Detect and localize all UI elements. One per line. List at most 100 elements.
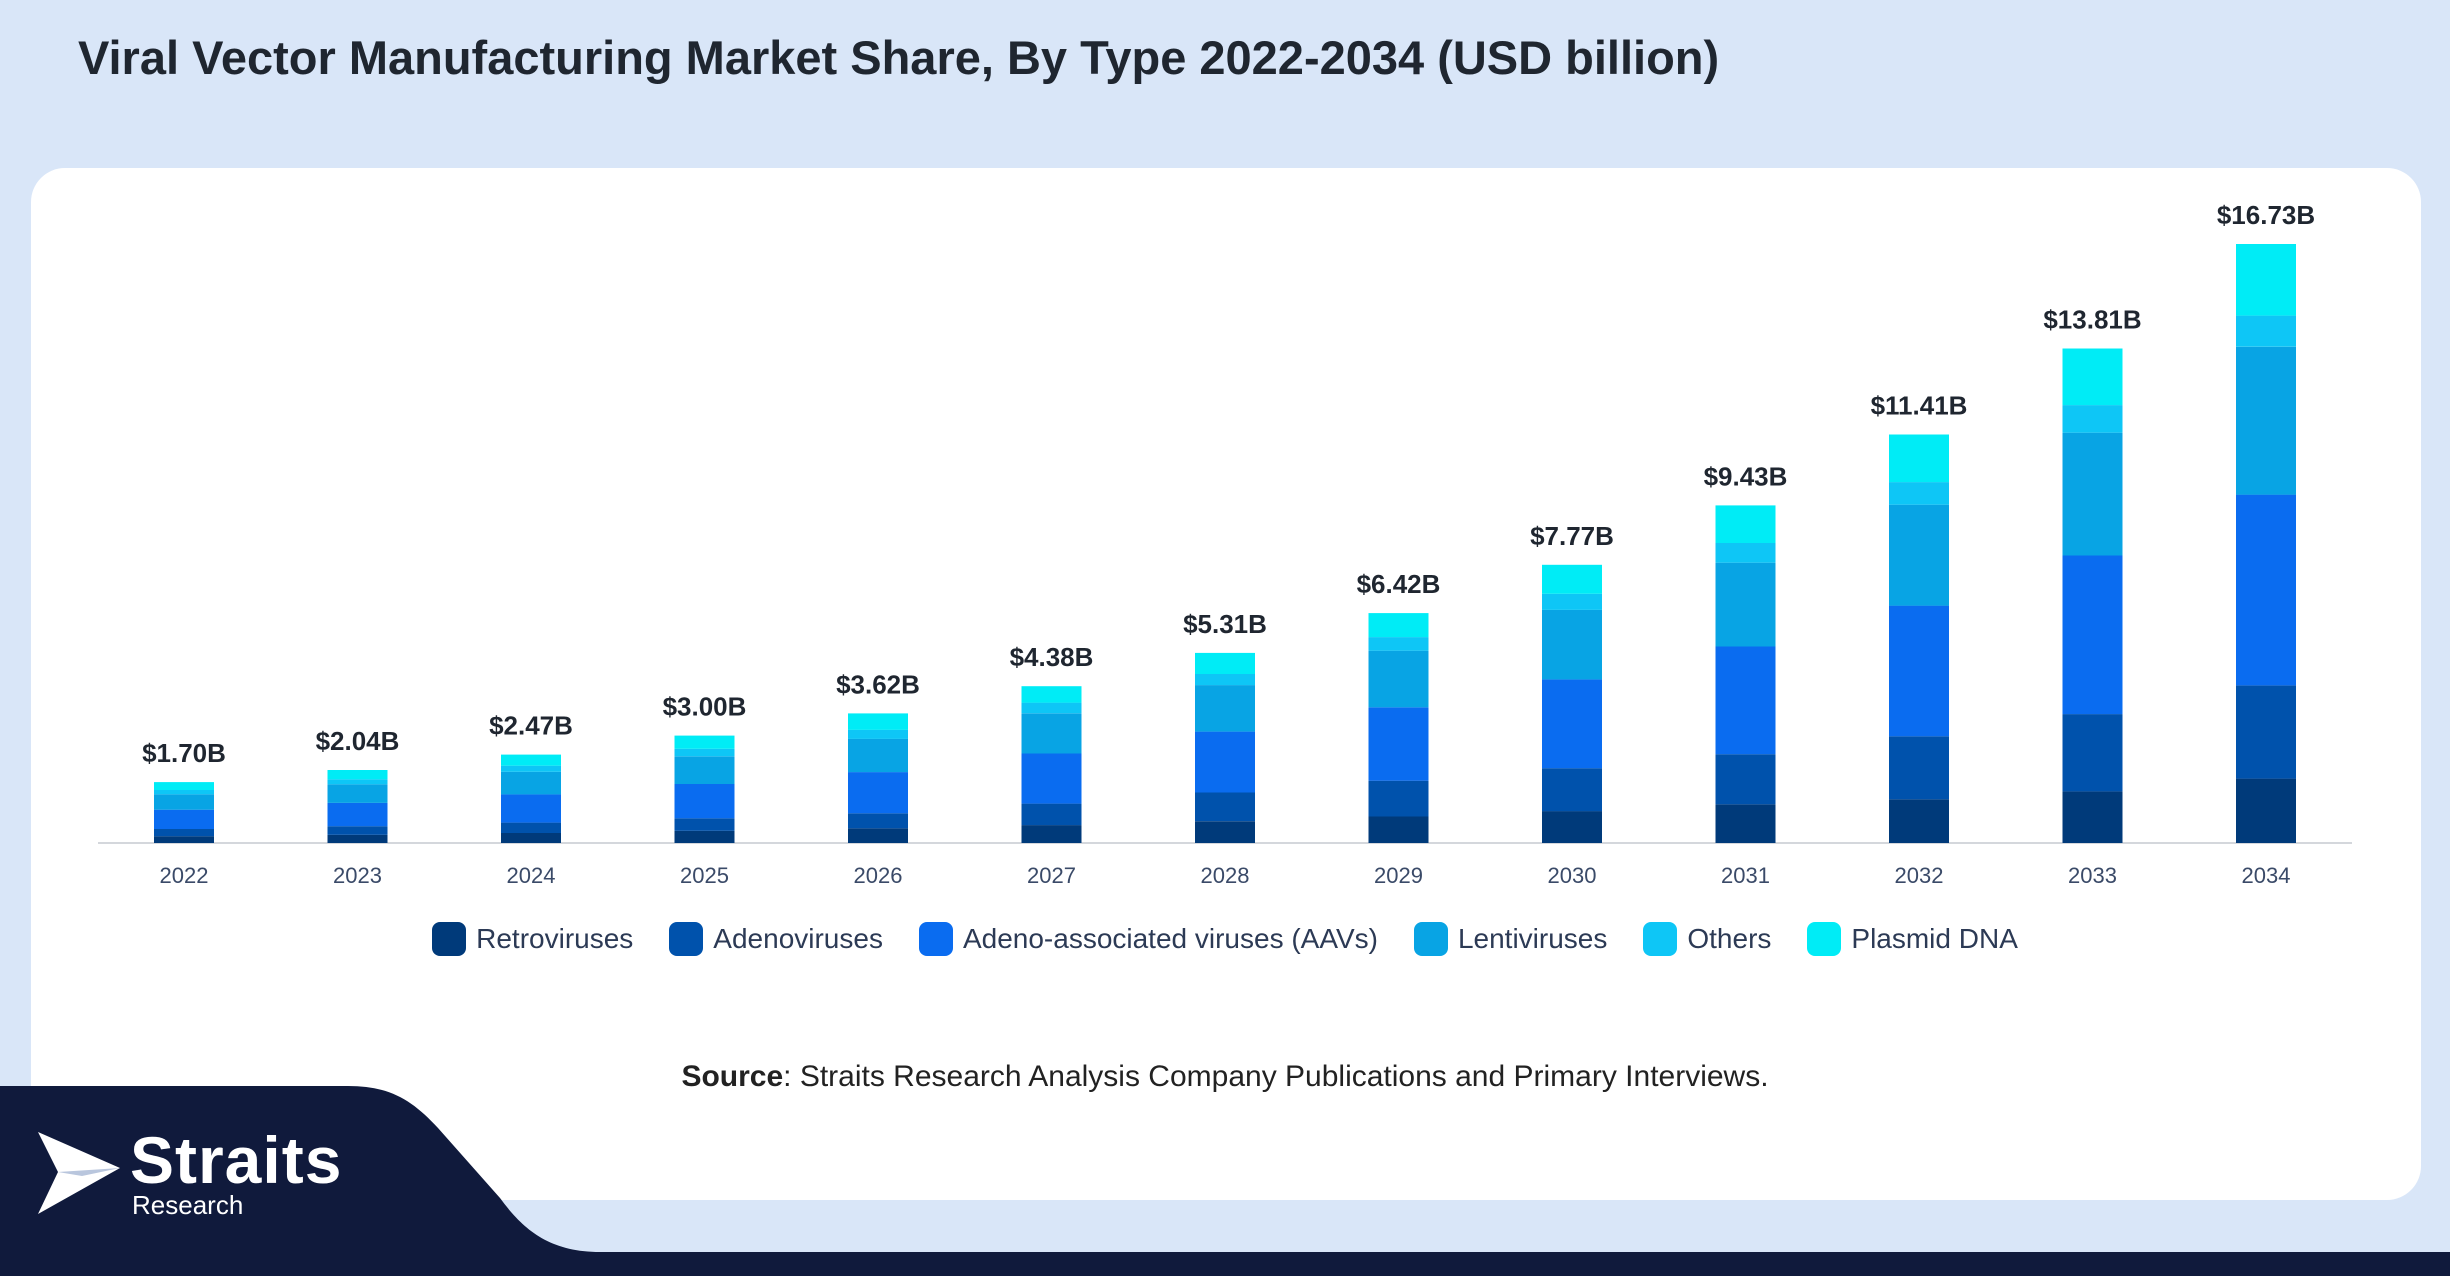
legend-label: Retroviruses (476, 923, 634, 954)
legend-swatch (918, 922, 953, 956)
logo-arrow-icon (38, 1132, 120, 1214)
total-label-2029: $6.42B (1357, 569, 1441, 599)
total-label-2028: $5.31B (1183, 609, 1267, 639)
x-tick-2024: 2024 (507, 863, 556, 888)
x-tick-2032: 2032 (1895, 863, 1944, 888)
bar-segment-2028-3 (1195, 731, 1255, 793)
bar-segment-2026-2 (848, 813, 908, 829)
legend-label: Adeno-associated viruses (AAVs) (962, 923, 1378, 954)
bar-segment-2026-3 (848, 772, 908, 814)
brand-name: Straits (130, 1123, 343, 1197)
total-label-2022: $1.70B (142, 738, 226, 768)
bar-segment-2029-5 (1368, 637, 1429, 651)
legend-label: Plasmid DNA (1851, 923, 2018, 954)
legend-label: Others (1687, 923, 1772, 954)
legend-swatch (669, 922, 704, 956)
bar-segment-2030-5 (1542, 593, 1602, 610)
bar-segment-2025-2 (674, 818, 735, 831)
bar-segment-2032-5 (1889, 482, 1949, 505)
bar-segment-2023-2 (327, 826, 388, 835)
source-text: : Straits Research Analysis Company Publ… (783, 1060, 1769, 1093)
legend-item-3: Adeno-associated viruses (AAVs) (918, 922, 1378, 956)
bar-segment-2027-3 (1021, 753, 1082, 804)
total-label-2025: $3.00B (663, 692, 747, 722)
source-note: Source: Straits Research Analysis Compan… (0, 1060, 2450, 1094)
bar-segment-2022-4 (154, 794, 214, 810)
bar-segment-2022-3 (154, 809, 214, 829)
bar-segment-2033-6 (2062, 348, 2123, 406)
bar-segment-2033-3 (2062, 555, 2123, 715)
bar-segment-2030-2 (1542, 768, 1602, 812)
total-label-2023: $2.04B (316, 726, 400, 756)
bar-segment-2026-1 (848, 828, 908, 843)
brand-logo: Straits Research (36, 1123, 341, 1223)
total-label-2031: $9.43B (1704, 461, 1788, 491)
bar-segment-2031-1 (1715, 804, 1776, 843)
x-tick-2025: 2025 (680, 863, 729, 888)
x-tick-2023: 2023 (333, 863, 382, 888)
bar-segment-2032-4 (1889, 504, 1949, 606)
bar-segment-2031-3 (1715, 646, 1776, 755)
total-label-2032: $11.41B (1871, 390, 1968, 420)
legend-label: Adenoviruses (713, 923, 883, 954)
bar-segment-2034-2 (2236, 685, 2296, 779)
bar-segment-2029-6 (1368, 613, 1429, 638)
total-label-2024: $2.47B (489, 711, 573, 741)
bar-segment-2032-6 (1889, 434, 1949, 483)
bar-segment-2033-4 (2062, 432, 2123, 556)
bar-segment-2024-1 (501, 833, 561, 843)
legend-item-4: Lentiviruses (1413, 922, 1608, 956)
bar-segment-2023-3 (327, 802, 388, 827)
bar-segment-2022-2 (154, 829, 214, 837)
x-tick-2026: 2026 (854, 863, 903, 888)
bar-segment-2034-5 (2236, 315, 2296, 347)
x-tick-2034: 2034 (2242, 863, 2291, 888)
legend-item-1: Retroviruses (432, 922, 633, 956)
total-label-2026: $3.62B (836, 669, 920, 699)
x-tick-2030: 2030 (1548, 863, 1597, 888)
bar-segment-2028-1 (1195, 821, 1255, 843)
bar-segment-2034-4 (2236, 346, 2296, 495)
bar-segment-2022-5 (154, 790, 214, 795)
brand-subtitle: Research (132, 1190, 244, 1220)
bar-segment-2023-5 (327, 779, 388, 785)
bar-segment-2026-6 (848, 713, 908, 730)
bar-segment-2030-6 (1542, 564, 1602, 594)
legend-item-2: Adenoviruses (669, 922, 883, 956)
bar-segment-2029-2 (1368, 780, 1429, 817)
legend-label: Lentiviruses (1457, 923, 1608, 954)
bar-segment-2022-1 (154, 836, 214, 843)
bar-segment-2032-2 (1889, 736, 1949, 800)
total-label-2033: $13.81B (2043, 305, 2141, 335)
labels-group: $1.70B 2022 $2.04B 2023 $2.47B 2024 $3.00B 2025… (142, 200, 2315, 888)
bar-segment-2028-5 (1195, 674, 1255, 686)
legend-swatch (432, 922, 467, 956)
bar-segment-2031-5 (1715, 543, 1776, 563)
bar-segment-2028-6 (1195, 652, 1255, 674)
legend-item-6: Plasmid DNA (1807, 922, 2018, 956)
x-tick-2027: 2027 (1027, 863, 1076, 888)
bars-group (154, 244, 2296, 843)
bar-segment-2025-1 (674, 830, 735, 843)
total-label-2027: $4.38B (1010, 642, 1094, 672)
bar-segment-2023-4 (327, 784, 388, 803)
bar-segment-2034-6 (2236, 244, 2296, 316)
bar-segment-2023-1 (327, 834, 388, 843)
bar-segment-2023-6 (327, 770, 388, 780)
bar-segment-2028-4 (1195, 685, 1255, 732)
source-label: Source (681, 1060, 784, 1093)
footer-band (0, 1086, 2450, 1276)
bar-segment-2024-4 (501, 771, 561, 795)
bar-segment-2033-1 (2062, 791, 2123, 843)
legend-swatch (1413, 922, 1448, 956)
bar-segment-2022-6 (154, 782, 214, 790)
bar-segment-2030-3 (1542, 679, 1602, 769)
bar-segment-2033-5 (2062, 405, 2123, 433)
bar-segment-2034-1 (2236, 778, 2296, 843)
bar-segment-2030-1 (1542, 811, 1602, 843)
x-tick-2022: 2022 (160, 863, 209, 888)
legend-item-5: Others (1643, 922, 1771, 956)
bar-segment-2033-2 (2062, 714, 2123, 792)
x-tick-2029: 2029 (1374, 863, 1423, 888)
